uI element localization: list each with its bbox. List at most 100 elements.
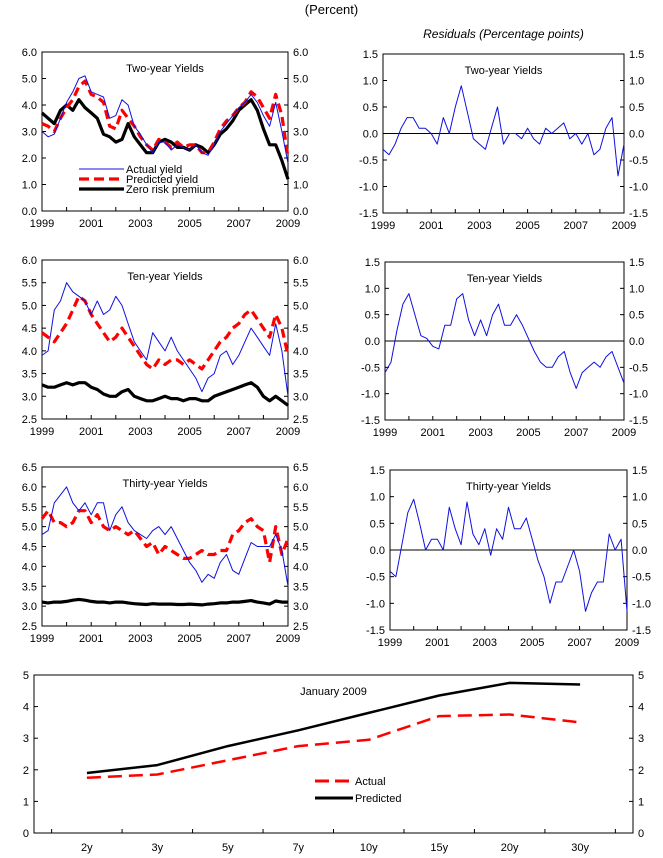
y-tick-label-right: 3 (638, 733, 644, 745)
y-tick-label-left: -1.0 (359, 182, 378, 194)
x-tick-label: 1999 (373, 427, 397, 439)
y-tick-label-right: 4.0 (293, 561, 308, 573)
x-tick-label: 2007 (564, 427, 588, 439)
y-tick-label-right: 5.5 (293, 502, 308, 514)
y-tick-label-right: 1.5 (629, 257, 644, 269)
panel-title: Ten-year Yields (127, 271, 203, 283)
chart-two-year-yields: 0.0 0.0 1.0 1.0 2.0 2.0 3.0 3.0 4.0 4.0 5.0 5.0 6.0 6… (22, 47, 309, 230)
y-tick-label-right: 0.0 (293, 206, 308, 218)
y-tick-label-left: 2.0 (22, 153, 37, 165)
x-tick-label: 1999 (378, 637, 402, 649)
y-tick-label-right: 4.0 (293, 100, 308, 112)
y-tick-label-right: 1 (638, 796, 644, 808)
x-tick-label: 2y (81, 842, 93, 854)
series-line-residual (382, 85, 625, 177)
y-tick-label-left: -1.5 (366, 625, 385, 637)
y-tick-label-left: 6.0 (22, 255, 37, 267)
y-tick-label-right: -1.5 (629, 415, 648, 427)
x-tick-label: 2005 (177, 218, 201, 230)
x-tick-label: 2007 (227, 218, 251, 230)
series-line-actual (86, 713, 581, 779)
y-tick-label-left: 0.0 (22, 206, 37, 218)
x-tick-label: 2005 (515, 220, 539, 232)
y-tick-label-left: 5.5 (22, 502, 37, 514)
chart-ten-year-yields: 2.5 2.5 3.0 3.0 3.5 3.5 4.0 4.0 4.5 4.5 5.0 5.0 5.5 5… (22, 255, 309, 438)
y-tick-label-left: -1.0 (366, 598, 385, 610)
y-tick-label-right: 6.0 (293, 255, 308, 267)
x-tick-label: 2001 (419, 220, 443, 232)
y-tick-label-right: 2 (638, 765, 644, 777)
x-tick-label: 2001 (79, 218, 103, 230)
y-tick-label-left: -0.5 (359, 155, 378, 167)
y-tick-label-left: 4.0 (22, 561, 37, 573)
legend-label: Predicted yield (126, 174, 198, 186)
y-tick-label-left: 0.0 (363, 129, 378, 141)
y-tick-label-left: 4.5 (22, 323, 37, 335)
x-tick-label: 1999 (30, 633, 54, 645)
y-tick-label-left: -1.0 (361, 389, 380, 401)
y-tick-label-right: 3.0 (293, 391, 308, 403)
y-tick-label-right: 5.5 (293, 278, 308, 290)
x-tick-label: 2003 (128, 426, 152, 438)
plot-frame (33, 674, 634, 834)
legend-label: Actual (355, 776, 386, 788)
chart-thirty-year-yields: 2.5 2.5 3.0 3.0 3.5 3.5 4.0 4.0 4.5 4.5 5.0 5.0 5.5 5… (22, 462, 309, 645)
y-tick-label-left: 3.5 (22, 581, 37, 593)
x-tick-label: 2005 (520, 637, 544, 649)
y-tick-label-right: 3.0 (293, 127, 308, 139)
x-tick-label: 10y (360, 842, 378, 854)
y-tick-label-right: -0.5 (629, 155, 648, 167)
series-line-predicted-yield (41, 79, 290, 159)
x-tick-label: 2003 (467, 220, 491, 232)
y-tick-label-right: 6.0 (293, 482, 308, 494)
y-tick-label-right: 3.0 (293, 601, 308, 613)
y-tick-label-left: 1.0 (363, 76, 378, 88)
y-tick-label-right: 2.5 (293, 414, 308, 426)
chart-ten-year-residuals: -1.5 -1.5 -1.0 -1.0 -0.5 -0.5 0.0 0.0 0.5 0.5 1.0 1… (361, 257, 648, 439)
x-tick-label: 20y (501, 842, 519, 854)
y-tick-label-left: 2.5 (22, 621, 37, 633)
x-tick-label: 2005 (177, 633, 201, 645)
x-tick-label: 2009 (615, 637, 639, 649)
y-tick-label-right: 0.0 (632, 545, 647, 557)
y-tick-label-right: 1.0 (629, 283, 644, 295)
y-tick-label-right: 1.0 (632, 492, 647, 504)
x-tick-label: 2001 (79, 426, 103, 438)
panel-title: Thirty-year Yields (466, 481, 551, 493)
y-tick-label-right: 6.0 (293, 47, 308, 59)
x-tick-label: 5y (222, 842, 234, 854)
y-tick-label-left: 2.5 (22, 414, 37, 426)
series-line-actual-yield (41, 486, 289, 587)
x-tick-label: 2003 (128, 218, 152, 230)
y-tick-label-left: 3 (23, 733, 29, 745)
x-tick-label: 2001 (421, 427, 445, 439)
y-tick-label-left: 4.0 (22, 100, 37, 112)
x-tick-label: 2003 (473, 637, 497, 649)
y-tick-label-left: 5.0 (22, 300, 37, 312)
x-tick-label: 30y (571, 842, 589, 854)
y-tick-label-left: 3.5 (22, 369, 37, 381)
legend-label: Predicted (355, 793, 401, 805)
y-tick-label-right: -0.5 (629, 362, 648, 374)
y-tick-label-left: 1.0 (370, 492, 385, 504)
x-tick-label: 2007 (227, 426, 251, 438)
y-tick-label-right: 5 (638, 670, 644, 682)
x-tick-label: 2009 (612, 427, 636, 439)
y-tick-label-left: 4.5 (22, 542, 37, 554)
y-tick-label-left: -1.5 (361, 415, 380, 427)
y-tick-label-right: 0.0 (629, 129, 644, 141)
y-tick-label-left: 4.0 (22, 346, 37, 358)
y-tick-label-right: 3.5 (293, 581, 308, 593)
y-tick-label-right: 0.5 (629, 102, 644, 114)
y-tick-label-right: 1.0 (629, 76, 644, 88)
x-tick-label: 2005 (516, 427, 540, 439)
y-tick-label-left: 4 (23, 702, 29, 714)
y-tick-label-left: 5.5 (22, 278, 37, 290)
y-tick-label-right: 2.5 (293, 621, 308, 633)
series-line-predicted-yield (41, 294, 290, 371)
y-tick-label-right: -1.5 (629, 208, 648, 220)
y-tick-label-left: 0.0 (365, 336, 380, 348)
y-tick-label-left: 5.0 (22, 74, 37, 86)
y-tick-label-left: 1.5 (365, 257, 380, 269)
chart-thirty-year-residuals: -1.5 -1.5 -1.0 -1.0 -0.5 -0.5 0.0 0.0 0.5 0.5 1.0 1… (366, 465, 651, 649)
